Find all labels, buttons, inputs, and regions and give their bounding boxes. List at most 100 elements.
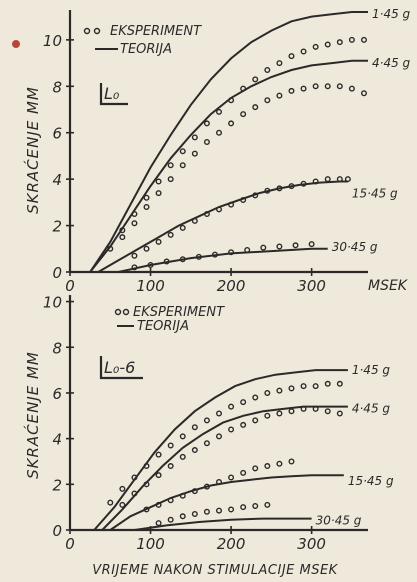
experiment-point [143,481,150,488]
experiment-point [324,408,331,415]
experiment-point [336,176,343,183]
experiment-point [300,180,307,187]
experiment-point [215,129,222,136]
experiment-point [191,217,198,224]
experiment-point [228,403,235,410]
experiment-point [119,501,126,508]
experiment-point [131,264,138,271]
experiment-point [240,197,247,204]
experiment-point [179,224,186,231]
experiment-point [203,120,210,127]
theory-curves [93,369,348,531]
experiment-point [308,241,315,248]
experiment-point [252,104,259,111]
experiment-point [107,499,114,506]
experiment-point [324,176,331,183]
experiment-point [215,433,222,440]
experiment-point [131,210,138,217]
experiment-point [264,389,271,396]
experiment-point [300,383,307,390]
y-tick-label: 2 [52,476,62,494]
experiment-point [179,162,186,169]
experiment-point [191,424,198,431]
x-tick-label: 0 [65,535,75,553]
experiment-point [324,83,331,90]
experiment-point [312,405,319,412]
experiment-point [228,97,235,104]
experiment-point [288,53,295,60]
experiment-point [179,256,186,263]
experiment-point [203,508,210,515]
legend-experiment: EKSPERIMENT [133,305,225,320]
experiment-point [155,178,162,185]
experiment-point [276,387,283,394]
x-tick-label: 100 [136,277,165,295]
y-tick-label: 0 [52,522,62,540]
experiment-point [312,43,319,50]
legend-theory: TEORIJA [137,319,189,334]
y-axis-label: SKRAĆENJE MM [23,351,42,479]
experiment-point [143,194,150,201]
experiment-point [131,252,138,259]
experiment-point [155,501,162,508]
experiment-point [203,483,210,490]
experiment-point [360,90,367,97]
experiment-point [215,507,222,514]
experiment-point [131,220,138,227]
legend: EKSPERIMENT TEORIJA [83,24,202,57]
experiment-point [191,150,198,157]
experiment-point [252,417,259,424]
experiment-point [276,92,283,99]
experiment-point [312,178,319,185]
experiment-point [288,408,295,415]
x-unit-label: MSEK [368,278,409,294]
experiment-point [191,488,198,495]
experiment-point [131,490,138,497]
experiment-point [215,479,222,486]
experiment-point [348,85,355,92]
experiment-point [228,426,235,433]
experiment-point [191,134,198,141]
ink-dot [12,40,20,48]
experiment-point [107,245,114,252]
experiment-point [348,36,355,43]
experiment-point [155,520,162,527]
y-tick-label: 8 [52,339,62,357]
experiment-point [203,417,210,424]
experiment-point [336,83,343,90]
experiment-point [264,501,271,508]
experiment-point [292,242,299,249]
experiment-point [167,442,174,449]
experiment-point [203,138,210,145]
series-label: 1·45 g [372,7,411,21]
experiment-point [336,410,343,417]
legend-marker-point [83,27,91,35]
experiment-point [119,234,126,241]
y-tick-label: 6 [52,125,62,143]
theory-curve [101,405,348,531]
x-tick-label: 0 [65,277,75,295]
experiment-point [324,380,331,387]
experiment-point [360,36,367,43]
y-tick-label: 10 [43,294,62,312]
theory-curve [89,11,368,273]
experiment-point [228,249,235,256]
experiment-point [264,412,271,419]
experiment-point [324,41,331,48]
experiment-point [203,210,210,217]
experiment-point [167,176,174,183]
experiment-point [179,492,186,499]
experiment-point [288,87,295,94]
theory-curve [89,59,368,273]
x-tick-label: 100 [136,535,165,553]
experiment-point [252,503,259,510]
experiment-point [288,385,295,392]
experiment-point [252,192,259,199]
legend: EKSPERIMENT TEORIJA [114,305,225,334]
experiment-point [240,504,247,511]
experiment-point [143,506,150,513]
